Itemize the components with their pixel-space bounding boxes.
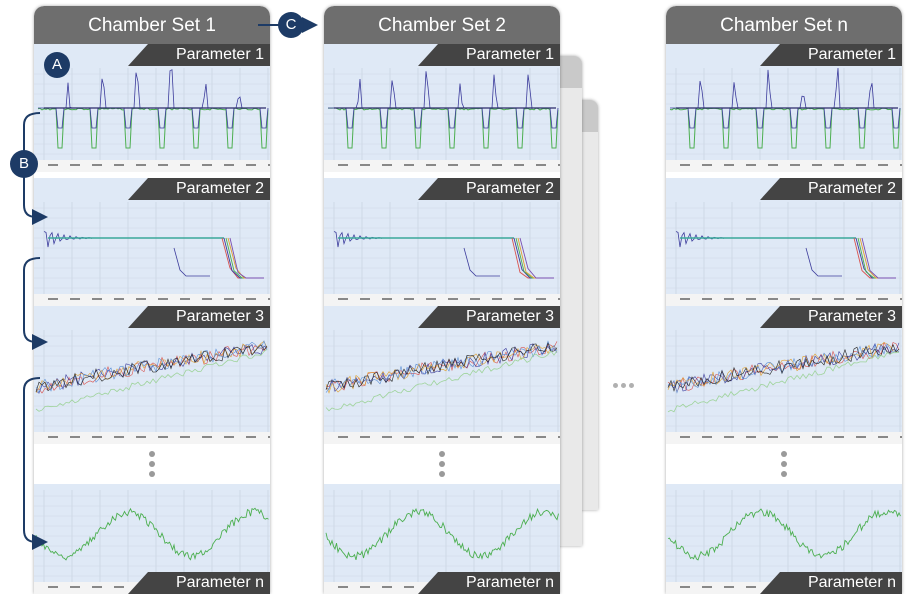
horizontal-ellipsis-icon — [613, 375, 637, 393]
parameter-label: Parameter 2 — [418, 178, 560, 200]
chamber-set-title: Chamber Set 1 — [34, 6, 270, 44]
bracket-arrow-2 — [23, 257, 48, 350]
bracket-arrow-3 — [23, 377, 48, 550]
parameter-panel-2: Parameter 2 — [34, 178, 270, 306]
mini-chart-graphic — [324, 306, 560, 444]
parameter-panel-3: Parameter 3 — [666, 306, 902, 444]
parameter-label: Parameter n — [760, 572, 902, 594]
parameter-label: Parameter 1 — [128, 44, 270, 66]
mini-chart-graphic — [666, 306, 902, 444]
parameter-label: Parameter 3 — [128, 306, 270, 328]
parameter-panel-3: Parameter 3 — [324, 306, 560, 444]
parameter-panel-1: Parameter 1 — [324, 44, 560, 172]
parameter-panel-n: Parameter n — [34, 484, 270, 594]
parameter-label: Parameter 2 — [760, 178, 902, 200]
bracket-arrow-1 — [23, 112, 48, 225]
parameter-label: Parameter n — [418, 572, 560, 594]
parameter-panel-2: Parameter 2 — [666, 178, 902, 306]
parameter-panel-n: Parameter n — [666, 484, 902, 594]
parameter-label: Parameter 3 — [418, 306, 560, 328]
chamber-set-column-2: Chamber Set 2 Parameter 1 Parameter 2 Pa… — [324, 6, 560, 594]
mini-chart-graphic — [34, 306, 270, 444]
vertical-ellipsis-icon — [34, 451, 270, 491]
parameter-label: Parameter 1 — [418, 44, 560, 66]
chamber-set-column-1: Chamber Set 1 Parameter 1 Parameter 2 Pa… — [34, 6, 270, 594]
parameter-label: Parameter 1 — [760, 44, 902, 66]
chamber-set-title: Chamber Set n — [666, 6, 902, 44]
parameter-panel-1: Parameter 1 — [666, 44, 902, 172]
parameter-label: Parameter 3 — [760, 306, 902, 328]
vertical-ellipsis-icon — [324, 451, 560, 491]
parameter-panel-2: Parameter 2 — [324, 178, 560, 306]
badge-b: B — [10, 150, 38, 178]
parameter-panel-n: Parameter n — [324, 484, 560, 594]
vertical-ellipsis-icon — [666, 451, 902, 491]
parameter-panel-1: Parameter 1 — [34, 44, 270, 172]
badge-a: A — [44, 52, 70, 78]
parameter-label: Parameter n — [128, 572, 270, 594]
chamber-set-column-n: Chamber Set n Parameter 1 Parameter 2 Pa… — [666, 6, 902, 594]
badge-c: C — [278, 12, 304, 38]
chamber-set-title: Chamber Set 2 — [324, 6, 560, 44]
parameter-panel-3: Parameter 3 — [34, 306, 270, 444]
parameter-label: Parameter 2 — [128, 178, 270, 200]
mini-chart-graphic — [324, 178, 560, 306]
